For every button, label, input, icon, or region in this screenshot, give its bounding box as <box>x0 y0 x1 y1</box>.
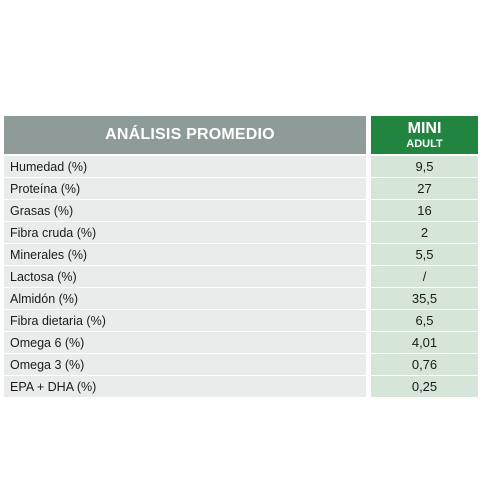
table-header: ANÁLISIS PROMEDIO MINI ADULT <box>4 116 478 154</box>
row-value: 6,5 <box>371 310 478 331</box>
row-value: 35,5 <box>371 288 478 309</box>
row-gap <box>366 354 371 375</box>
table-row: Grasas (%) 16 <box>4 200 478 221</box>
table-row: Fibra cruda (%) 2 <box>4 222 478 243</box>
table-row: EPA + DHA (%) 0,25 <box>4 376 478 397</box>
row-label: Omega 6 (%) <box>4 332 366 353</box>
row-gap <box>366 288 371 309</box>
column-header-line2: ADULT <box>406 137 443 150</box>
header-label: ANÁLISIS PROMEDIO <box>4 116 366 154</box>
row-label: Fibra dietaria (%) <box>4 310 366 331</box>
row-value: 9,5 <box>371 156 478 177</box>
column-header-mini-adult: MINI ADULT <box>371 116 478 154</box>
row-value: 0,25 <box>371 376 478 397</box>
row-gap <box>366 376 371 397</box>
table-body: Humedad (%) 9,5 Proteína (%) 27 Grasas (%) 16… <box>4 156 478 397</box>
row-label: Humedad (%) <box>4 156 366 177</box>
row-value: / <box>371 266 478 287</box>
row-value: 0,76 <box>371 354 478 375</box>
row-value: 2 <box>371 222 478 243</box>
table-row: Humedad (%) 9,5 <box>4 156 478 177</box>
table-row: Almidón (%) 35,5 <box>4 288 478 309</box>
table-row: Fibra dietaria (%) 6,5 <box>4 310 478 331</box>
row-gap <box>366 332 371 353</box>
row-gap <box>366 244 371 265</box>
row-label: Grasas (%) <box>4 200 366 221</box>
table-row: Proteína (%) 27 <box>4 178 478 199</box>
table-row: Lactosa (%) / <box>4 266 478 287</box>
row-label: Lactosa (%) <box>4 266 366 287</box>
row-gap <box>366 178 371 199</box>
header-divider <box>4 154 478 156</box>
table-row: Omega 3 (%) 0,76 <box>4 354 478 375</box>
row-value: 5,5 <box>371 244 478 265</box>
row-value: 27 <box>371 178 478 199</box>
row-label: Almidón (%) <box>4 288 366 309</box>
row-label: EPA + DHA (%) <box>4 376 366 397</box>
row-value: 4,01 <box>371 332 478 353</box>
row-gap <box>366 266 371 287</box>
row-gap <box>366 200 371 221</box>
row-label: Fibra cruda (%) <box>4 222 366 243</box>
nutrition-table: ANÁLISIS PROMEDIO MINI ADULT Humedad (%)… <box>4 116 478 398</box>
column-header-line1: MINI <box>407 119 442 137</box>
table-row: Omega 6 (%) 4,01 <box>4 332 478 353</box>
row-label: Omega 3 (%) <box>4 354 366 375</box>
row-gap <box>366 156 371 177</box>
row-gap <box>366 310 371 331</box>
table-row: Minerales (%) 5,5 <box>4 244 478 265</box>
row-gap <box>366 222 371 243</box>
row-label: Minerales (%) <box>4 244 366 265</box>
header-gap <box>366 116 371 154</box>
row-value: 16 <box>371 200 478 221</box>
row-label: Proteína (%) <box>4 178 366 199</box>
